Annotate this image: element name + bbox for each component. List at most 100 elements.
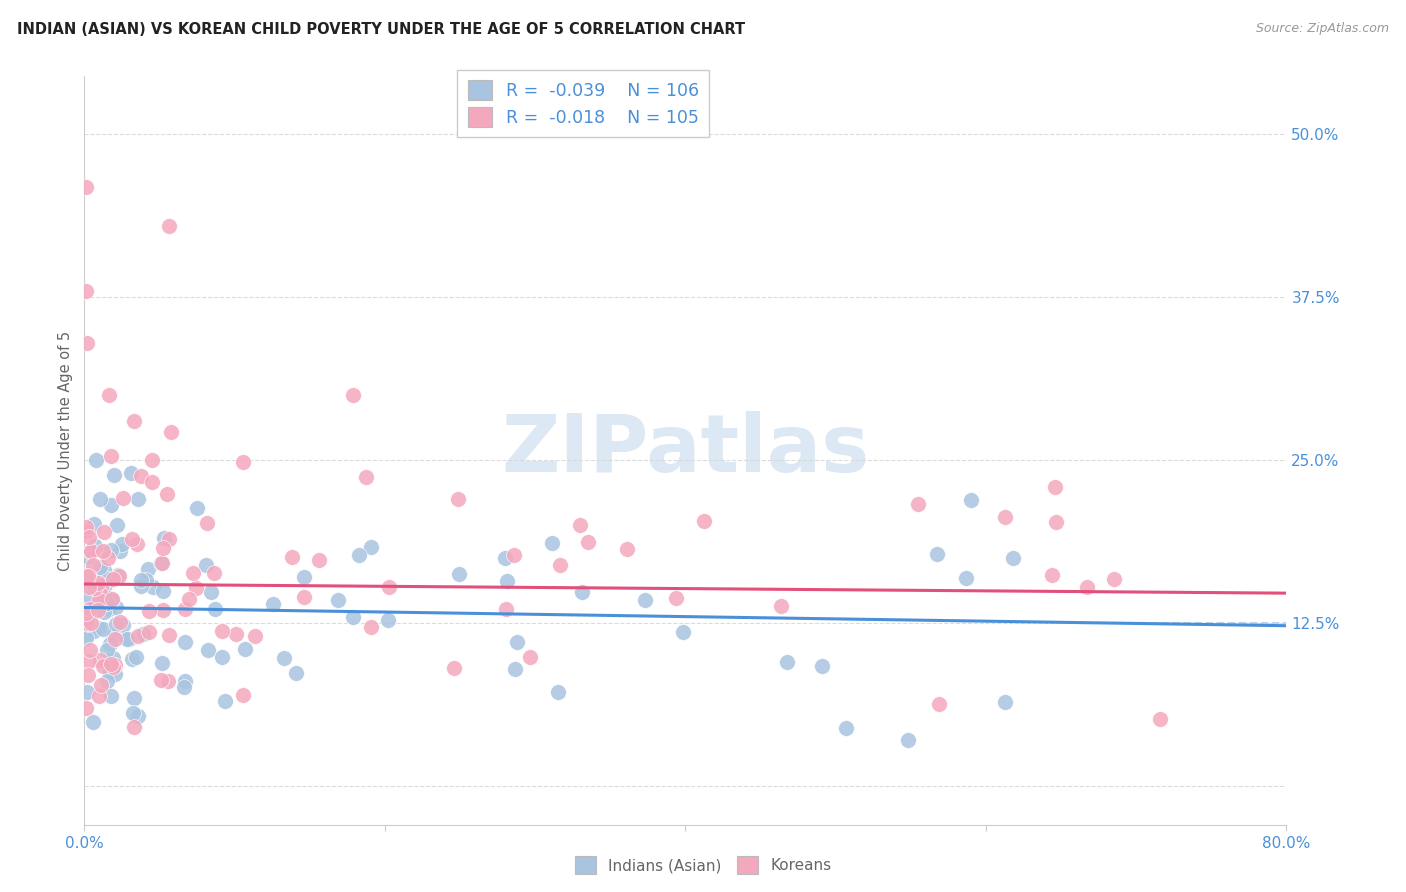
Point — [100, 689, 122, 703]
Point — [356, 470, 378, 484]
Point — [835, 721, 858, 735]
Point — [77, 567, 100, 582]
Point — [174, 635, 197, 649]
Point — [149, 673, 172, 688]
Point — [505, 662, 527, 676]
Point — [77, 569, 100, 583]
Point — [173, 681, 195, 695]
Point — [93, 525, 115, 540]
Point — [100, 499, 122, 513]
Point — [118, 632, 141, 646]
Point — [142, 580, 165, 594]
Point — [811, 659, 834, 673]
Point — [96, 642, 118, 657]
Point — [111, 618, 134, 632]
Point — [174, 674, 197, 689]
Point — [377, 613, 399, 627]
Point — [97, 572, 120, 586]
Point — [97, 551, 120, 566]
Point — [105, 518, 128, 533]
Point — [152, 584, 174, 599]
Point — [152, 603, 174, 617]
Point — [103, 629, 125, 643]
Point — [496, 574, 519, 588]
Point — [776, 655, 799, 669]
Point — [84, 453, 107, 467]
Point — [121, 706, 143, 721]
Point — [897, 733, 920, 747]
Point — [495, 601, 517, 615]
Point — [75, 524, 97, 539]
Point — [149, 556, 172, 570]
Point — [87, 572, 110, 586]
Point — [519, 650, 541, 665]
Point — [76, 615, 98, 630]
Point — [127, 492, 149, 507]
Point — [100, 593, 122, 607]
Point — [157, 219, 180, 233]
Point — [120, 467, 142, 481]
Point — [177, 592, 200, 607]
Point — [82, 714, 104, 729]
Point — [156, 487, 179, 501]
Point — [101, 572, 124, 586]
Point — [616, 542, 638, 557]
Point — [292, 590, 315, 604]
Point — [80, 615, 103, 630]
Point — [204, 601, 226, 615]
Point — [342, 610, 364, 624]
Point — [273, 651, 295, 665]
Point — [125, 537, 148, 551]
Point — [159, 425, 181, 439]
Point — [506, 635, 529, 649]
Point — [232, 688, 254, 702]
Point — [91, 544, 114, 558]
Point — [202, 566, 225, 580]
Point — [83, 624, 105, 638]
Point — [1076, 581, 1098, 595]
Point — [122, 720, 145, 734]
Point — [77, 654, 100, 668]
Legend: Indians (Asian), Koreans: Indians (Asian), Koreans — [568, 850, 838, 880]
Point — [157, 628, 180, 642]
Point — [1002, 551, 1025, 566]
Point — [141, 453, 163, 467]
Point — [86, 576, 108, 591]
Point — [89, 578, 111, 592]
Point — [75, 284, 97, 298]
Point — [225, 627, 247, 641]
Point — [262, 597, 284, 611]
Point — [360, 620, 382, 634]
Point — [79, 576, 101, 591]
Legend: R =  -0.039    N = 106, R =  -0.018    N = 105: R = -0.039 N = 106, R = -0.018 N = 105 — [457, 70, 709, 137]
Point — [96, 673, 118, 688]
Point — [84, 581, 107, 595]
Point — [93, 578, 115, 592]
Point — [93, 563, 115, 577]
Point — [181, 566, 204, 580]
Point — [233, 642, 256, 657]
Point — [80, 544, 103, 558]
Point — [195, 558, 218, 572]
Point — [994, 509, 1017, 524]
Point — [184, 582, 207, 596]
Point — [502, 548, 524, 562]
Text: INDIAN (ASIAN) VS KOREAN CHILD POVERTY UNDER THE AGE OF 5 CORRELATION CHART: INDIAN (ASIAN) VS KOREAN CHILD POVERTY U… — [17, 22, 745, 37]
Point — [89, 579, 111, 593]
Point — [104, 632, 127, 647]
Point — [127, 629, 149, 643]
Point — [75, 627, 97, 641]
Point — [91, 622, 114, 636]
Point — [104, 658, 127, 673]
Point — [129, 468, 152, 483]
Point — [907, 497, 929, 511]
Point — [107, 569, 129, 583]
Point — [97, 601, 120, 615]
Point — [108, 544, 131, 558]
Text: ZIPatlas: ZIPatlas — [502, 411, 869, 490]
Point — [284, 666, 307, 681]
Point — [1104, 572, 1126, 586]
Point — [98, 388, 121, 402]
Point — [93, 589, 115, 603]
Point — [129, 579, 152, 593]
